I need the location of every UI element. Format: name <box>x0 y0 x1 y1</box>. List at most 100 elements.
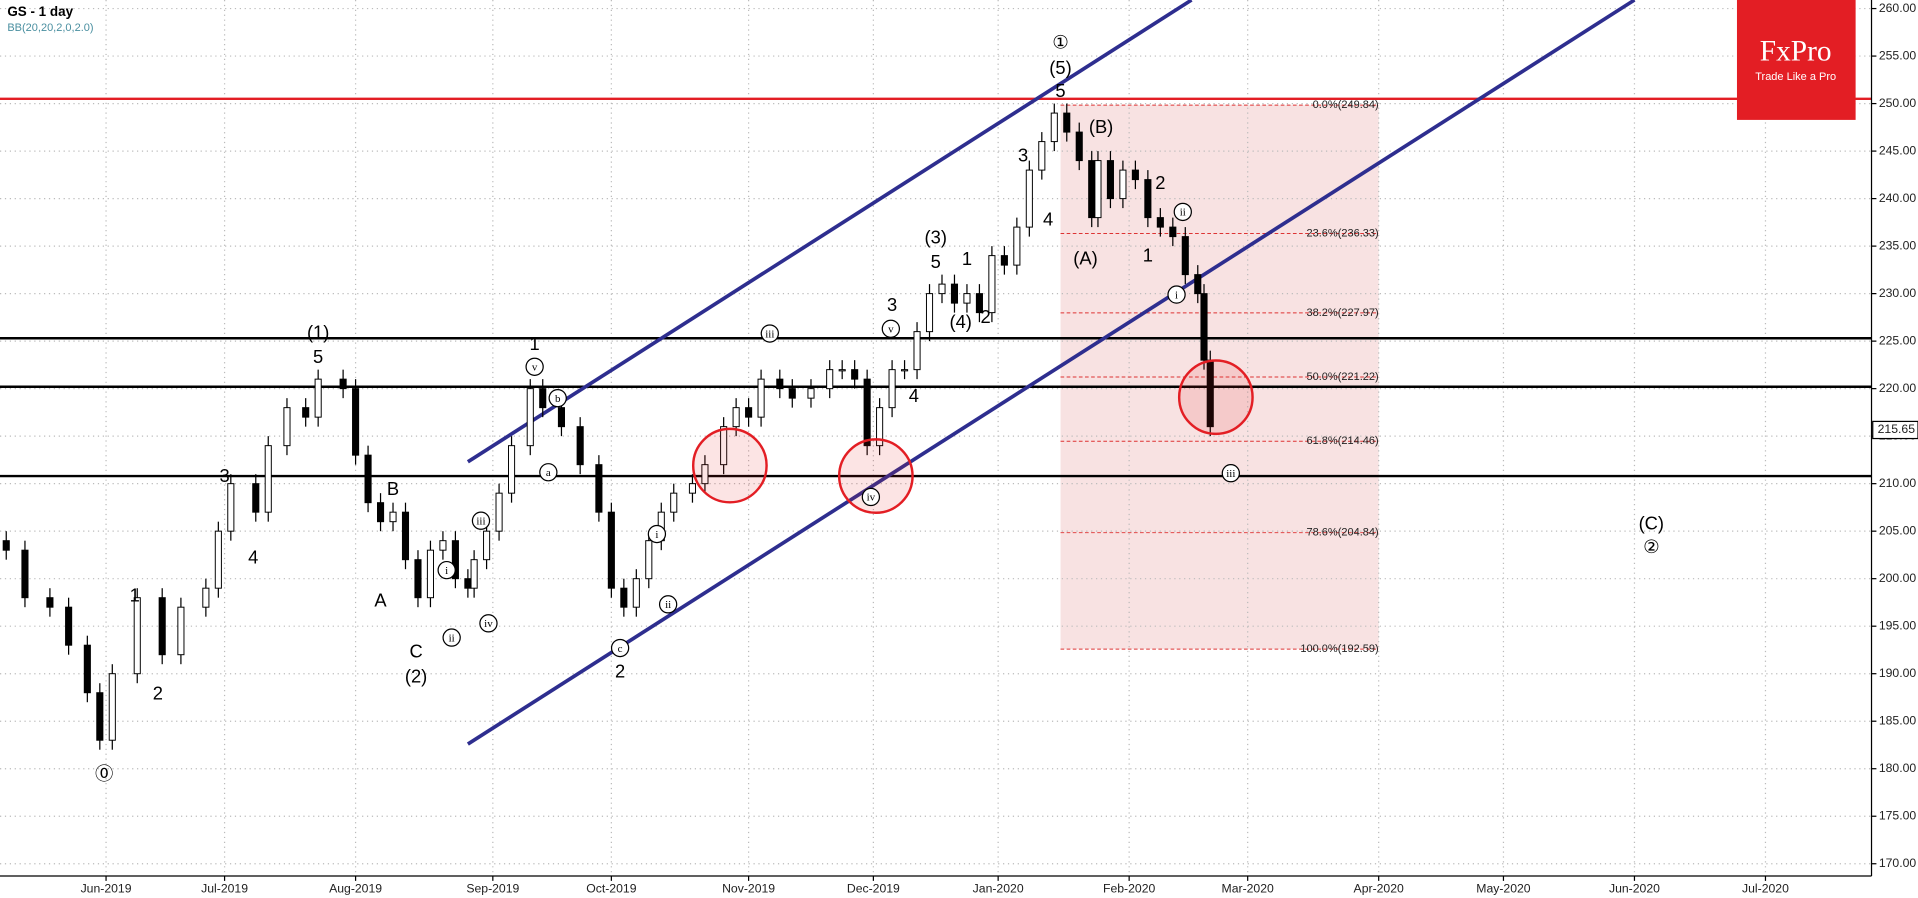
x-tick-label: Aug-2019 <box>329 882 382 896</box>
candle-body <box>975 293 983 314</box>
candle-body <box>96 692 104 741</box>
minor-wave-circle <box>881 319 901 338</box>
fib-label: 61.8%(214.46) <box>1307 435 1379 447</box>
wave-label: 1 <box>962 248 972 269</box>
candle-body <box>901 369 909 372</box>
wave-label: 3 <box>1018 145 1028 166</box>
wave-label: 1 <box>1143 244 1153 265</box>
candle-body <box>938 283 946 295</box>
x-tick-label: Jun-2020 <box>1609 882 1660 896</box>
candle-body <box>202 587 210 608</box>
fib-label: 0.0%(249.84) <box>1313 99 1379 111</box>
minor-wave-circle <box>548 388 567 408</box>
candle-body <box>1200 293 1208 361</box>
candle-body <box>46 597 54 608</box>
candle-body <box>807 388 815 399</box>
wave-label: 2 <box>981 306 991 327</box>
minor-wave-label: iii <box>476 515 485 527</box>
candle-body <box>227 483 235 532</box>
candle-body <box>1013 226 1021 266</box>
wave-label: 1 <box>530 333 540 354</box>
candle-body <box>302 407 310 418</box>
wave-label: (4) <box>950 311 972 332</box>
candle-body <box>464 578 472 589</box>
candle-body <box>1181 236 1189 276</box>
candle-body <box>557 407 566 428</box>
wave-label: (3) <box>925 226 947 247</box>
candle-body <box>526 388 534 447</box>
x-tick-label: Oct-2019 <box>586 882 636 896</box>
chart-subtitle: BB(20,20,2,0,2.0) <box>7 22 93 34</box>
candle-body <box>1000 255 1008 266</box>
candle-body <box>1106 160 1114 200</box>
minor-wave-label: v <box>532 362 538 374</box>
candle-body <box>339 378 347 390</box>
candle-body <box>1075 131 1083 162</box>
candle-body <box>414 559 422 599</box>
candle-body <box>177 606 185 656</box>
wave-label: 4 <box>909 385 919 406</box>
minor-wave-circle <box>760 324 779 343</box>
wave-label: B <box>387 478 399 499</box>
candle-body <box>688 483 697 494</box>
brand-tagline: Trade Like a Pro <box>1755 71 1836 83</box>
minor-wave-label: iv <box>867 492 876 504</box>
x-tick-label: Dec-2019 <box>847 882 900 896</box>
minor-wave-circle <box>479 614 498 633</box>
candle-body <box>776 378 784 390</box>
candle-body <box>595 464 603 513</box>
candle-body <box>1050 112 1058 143</box>
y-tick-label: 200.00 <box>1879 571 1917 585</box>
minor-wave-label: ii <box>1180 207 1186 219</box>
candle-body <box>389 511 397 523</box>
y-tick-label: 245.00 <box>1879 143 1917 157</box>
candle-body <box>1169 226 1177 238</box>
minor-wave-label: a <box>546 467 551 479</box>
candle-body <box>1063 112 1071 133</box>
x-tick-label: Jul-2020 <box>1742 882 1789 896</box>
candle-body <box>539 388 547 409</box>
candle-body <box>376 502 385 523</box>
x-tick-label: Jan-2020 <box>973 882 1024 896</box>
y-tick-label: 260.00 <box>1879 1 1917 15</box>
wave-label: 3 <box>219 465 229 486</box>
candle-body <box>2 540 10 551</box>
wave-label: 5 <box>931 251 941 272</box>
highlight-circle <box>837 438 914 514</box>
candle-body <box>264 445 272 513</box>
candle-body <box>283 407 291 447</box>
last-price-label: 215.65 <box>1878 422 1916 436</box>
minor-wave-circle <box>471 511 491 530</box>
x-tick-label: Feb-2020 <box>1103 882 1156 896</box>
minor-wave-label: i <box>445 565 448 577</box>
candle-body <box>1025 169 1033 228</box>
fib-label: 100.0%(192.59) <box>1300 643 1378 655</box>
wave-label: (2) <box>405 665 427 686</box>
minor-wave-label: b <box>555 393 561 405</box>
y-tick-label: 255.00 <box>1879 48 1917 62</box>
wave-label: 1 <box>130 585 140 606</box>
minor-wave-circle <box>1221 464 1241 483</box>
minor-wave-circle <box>861 487 881 507</box>
candle-body <box>495 492 503 532</box>
y-tick-label: 170.00 <box>1879 856 1917 870</box>
highlight-circle <box>691 427 768 504</box>
y-tick-label: 185.00 <box>1879 713 1917 727</box>
minor-wave-label: ii <box>665 599 671 611</box>
candle-body <box>1194 274 1202 295</box>
minor-wave-label: i <box>655 529 658 541</box>
minor-wave-circle <box>1173 202 1192 222</box>
wave-label: (5) <box>1049 57 1071 78</box>
minor-wave-label: c <box>618 643 623 655</box>
brand-box <box>1736 0 1856 120</box>
y-tick-label: 180.00 <box>1879 761 1917 775</box>
minor-wave-circle <box>437 560 456 580</box>
candle-body <box>364 454 372 504</box>
minor-wave-label: iii <box>1226 468 1235 480</box>
x-tick-label: Nov-2019 <box>722 882 775 896</box>
fib-label: 38.2%(227.97) <box>1307 307 1379 319</box>
candle-body <box>757 378 765 418</box>
y-tick-label: 210.00 <box>1879 476 1917 490</box>
candle-body <box>632 578 640 608</box>
candle-body <box>1119 169 1127 200</box>
